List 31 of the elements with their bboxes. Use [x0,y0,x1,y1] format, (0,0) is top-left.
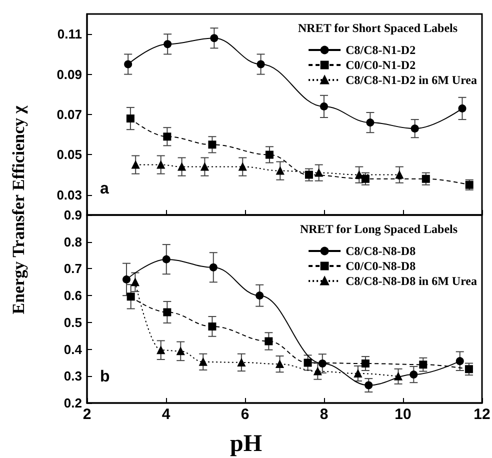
y-tick-label: 0.07 [56,107,82,122]
y-tick-label: 0.6 [64,288,82,304]
annotation: a [100,180,109,198]
x-tick-label: 2 [82,406,92,423]
legend-label: C8/C8-N8-D8 in 6M Urea [346,274,478,288]
legend-label: C8/C8-N1-D2 [346,43,416,57]
legend-title: NRET for Long Spaced Labels [300,222,458,236]
y-tick-label: 0.2 [64,396,82,410]
y-tick-label: 0.7 [64,261,82,276]
y-tick-label: 0.8 [64,234,82,250]
y-tick-label: 0.9 [64,208,82,222]
legend-title: NRET for Short Spaced Labels [298,21,458,35]
y-tick-label: 0.5 [64,314,82,330]
x-axis-title: pH [230,431,262,457]
legend-label: C0/C0-N1-D2 [346,58,416,72]
y-tick-label: 0.03 [56,187,82,202]
annotation: b [100,368,110,386]
y-tick-label: 0.3 [64,368,82,384]
x-tick-label: 4 [162,406,171,423]
x-tick-label: 12 [474,406,490,423]
x-tick-label: 10 [394,406,412,423]
x-tick-label: 8 [320,406,328,423]
y-axis-title: Energy Transfer Efficiency χ [9,106,29,314]
legend-label: C8/C8-N8-D8 [346,244,416,258]
y-tick-label: 0.4 [64,342,83,357]
legend-label: C8/C8-N1-D2 in 6M Urea [346,73,478,87]
y-tick-label: 0.05 [56,147,82,162]
y-tick-label: 0.09 [56,66,82,82]
y-tick-label: 0.11 [57,26,82,42]
x-tick-label: 6 [240,406,250,423]
legend-label: C0/C0-N8-D8 [346,259,416,273]
